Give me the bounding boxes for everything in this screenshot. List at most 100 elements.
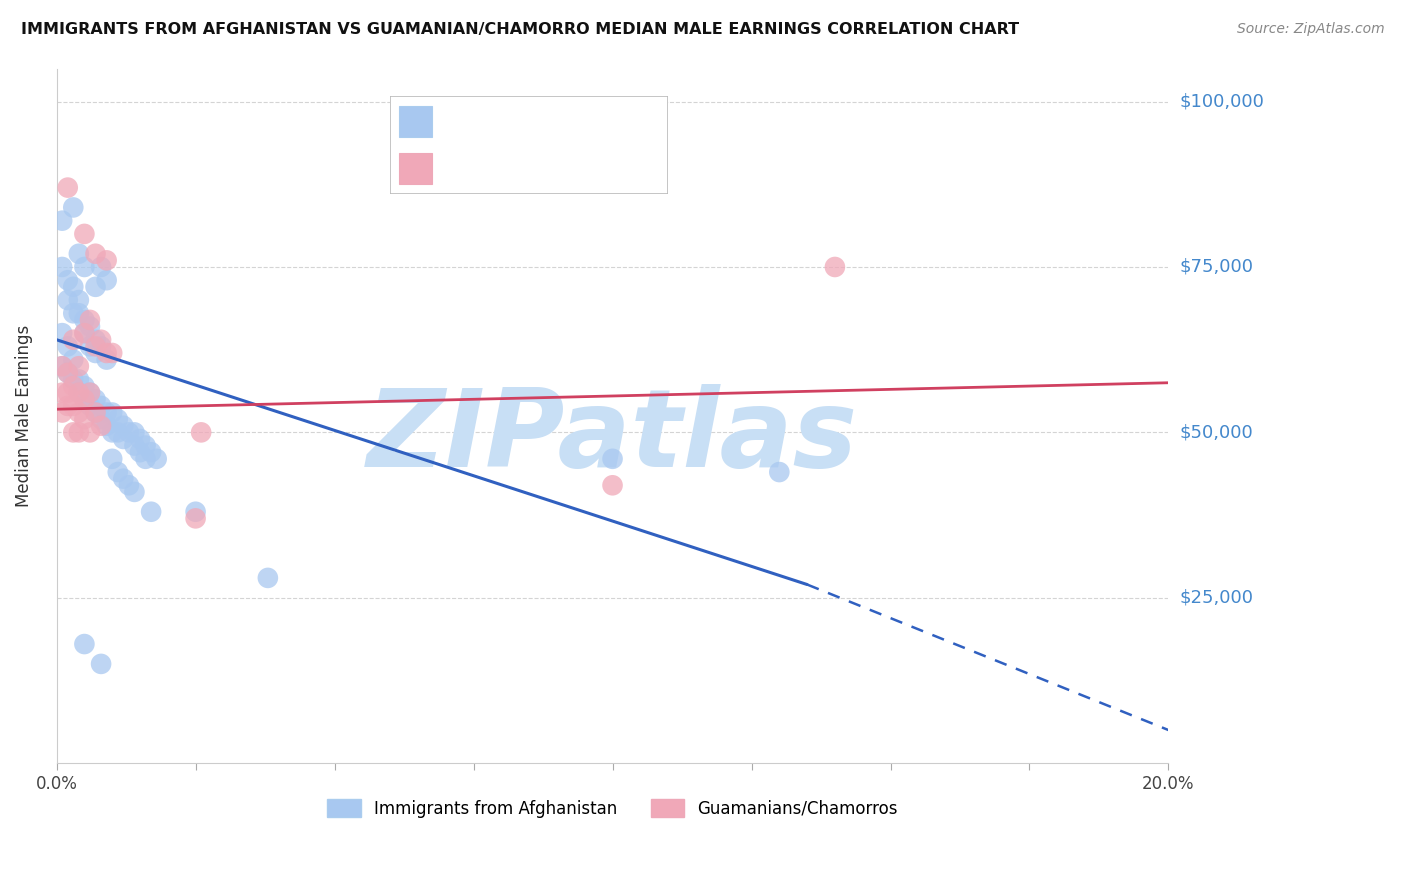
Point [96, 253, 118, 268]
Point [139, 505, 162, 519]
Point [107, 412, 129, 426]
Point [96, 405, 118, 419]
Point [90, 657, 112, 671]
Point [84, 280, 107, 294]
Point [62, 352, 84, 367]
Point [79, 385, 101, 400]
Point [184, 511, 207, 525]
Point [73, 313, 96, 327]
Point [768, 465, 790, 479]
Point [67, 306, 90, 320]
Point [56, 180, 79, 194]
Point [90, 260, 112, 274]
Point [79, 339, 101, 353]
Point [67, 425, 90, 440]
Point [62, 399, 84, 413]
Point [101, 405, 124, 419]
Point [129, 432, 152, 446]
Point [139, 445, 162, 459]
Point [73, 392, 96, 407]
Point [73, 260, 96, 274]
Point [56, 273, 79, 287]
Point [73, 392, 96, 407]
Point [79, 319, 101, 334]
Point [73, 412, 96, 426]
Point [96, 346, 118, 360]
Point [62, 333, 84, 347]
Point [824, 260, 846, 274]
Point [79, 399, 101, 413]
Point [62, 201, 84, 215]
Point [257, 571, 280, 585]
Point [90, 418, 112, 433]
Point [67, 246, 90, 260]
Point [79, 313, 101, 327]
Point [73, 326, 96, 340]
Point [51, 359, 73, 374]
Point [56, 293, 79, 307]
Point [107, 425, 129, 440]
Point [90, 412, 112, 426]
Point [73, 379, 96, 393]
Point [107, 465, 129, 479]
Point [101, 425, 124, 440]
Point [84, 405, 107, 419]
Point [62, 372, 84, 386]
Point [84, 392, 107, 407]
Point [118, 425, 141, 440]
Point [84, 246, 107, 260]
Point [112, 472, 135, 486]
Text: $50,000: $50,000 [1180, 424, 1253, 442]
Point [101, 451, 124, 466]
Point [124, 425, 146, 440]
Point [51, 405, 73, 419]
Point [67, 385, 90, 400]
Point [67, 293, 90, 307]
Point [56, 399, 79, 413]
Point [56, 366, 79, 380]
Point [67, 359, 90, 374]
Point [124, 484, 146, 499]
Point [90, 339, 112, 353]
Point [51, 213, 73, 227]
Point [62, 306, 84, 320]
Point [84, 333, 107, 347]
Text: IMMIGRANTS FROM AFGHANISTAN VS GUAMANIAN/CHAMORRO MEDIAN MALE EARNINGS CORRELATI: IMMIGRANTS FROM AFGHANISTAN VS GUAMANIAN… [21, 22, 1019, 37]
Point [90, 399, 112, 413]
Point [62, 425, 84, 440]
Point [56, 385, 79, 400]
Point [112, 418, 135, 433]
Point [51, 385, 73, 400]
Point [56, 339, 79, 353]
Point [67, 405, 90, 419]
Point [129, 445, 152, 459]
Point [112, 432, 135, 446]
Point [84, 346, 107, 360]
Point [79, 385, 101, 400]
Legend: Immigrants from Afghanistan, Guamanians/Chamorros: Immigrants from Afghanistan, Guamanians/… [321, 793, 904, 824]
Point [62, 379, 84, 393]
Point [62, 280, 84, 294]
Point [67, 372, 90, 386]
Point [90, 333, 112, 347]
Point [96, 273, 118, 287]
Point [84, 339, 107, 353]
Point [118, 478, 141, 492]
Point [67, 385, 90, 400]
Point [184, 505, 207, 519]
Point [135, 439, 157, 453]
Point [51, 260, 73, 274]
Point [190, 425, 212, 440]
Point [96, 352, 118, 367]
Point [135, 451, 157, 466]
Point [96, 418, 118, 433]
Point [73, 227, 96, 241]
Text: ZIPatlas: ZIPatlas [367, 384, 858, 490]
Text: Source: ZipAtlas.com: Source: ZipAtlas.com [1237, 22, 1385, 37]
Point [56, 366, 79, 380]
Point [145, 451, 167, 466]
Point [73, 326, 96, 340]
Point [51, 326, 73, 340]
Text: $100,000: $100,000 [1180, 93, 1264, 111]
Point [602, 451, 624, 466]
